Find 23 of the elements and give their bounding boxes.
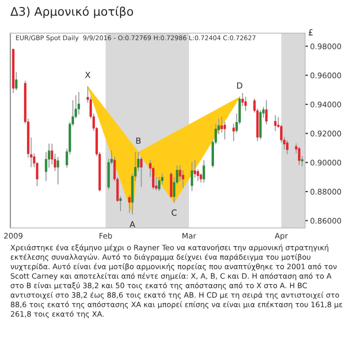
annotation: X <box>85 72 90 78</box>
candlestick <box>194 160 196 178</box>
annotation: B <box>136 138 141 144</box>
chart-title: Δ3) Αρμονικό μοτίβο <box>10 6 134 18</box>
candlestick <box>15 72 18 90</box>
candlestick <box>78 92 80 114</box>
y-axis-title: £ <box>308 29 313 36</box>
candlestick <box>158 176 160 192</box>
candlestick <box>274 115 277 132</box>
candlestick <box>265 100 268 124</box>
annotation: A <box>130 221 136 228</box>
annotation: C <box>172 209 177 216</box>
candlestick <box>140 156 143 188</box>
candlestick <box>190 162 194 192</box>
candlestick <box>56 156 60 184</box>
candlestick <box>220 116 223 133</box>
candlestick <box>202 160 206 183</box>
candlestick <box>286 140 288 154</box>
candlestick <box>244 96 247 112</box>
candlestick <box>128 195 131 213</box>
candlestick <box>119 196 122 212</box>
annotation: D <box>237 82 242 89</box>
candlestick <box>298 146 300 166</box>
